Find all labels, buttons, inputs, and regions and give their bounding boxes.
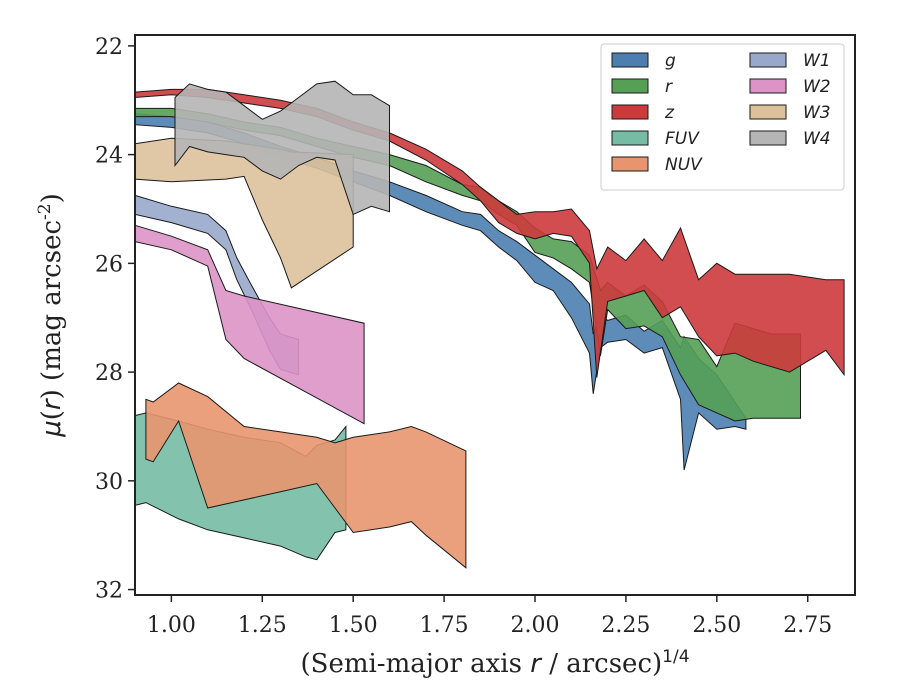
y-tick-label: 22 [95, 35, 123, 60]
x-tick-label: 2.50 [692, 613, 741, 638]
x-tick-label: 1.00 [147, 613, 196, 638]
legend-swatch-fuv [611, 130, 649, 146]
band-w2 [134, 224, 365, 425]
y-tick-label: 24 [95, 144, 123, 169]
band-nuv [145, 382, 467, 569]
legend-swatch-w3 [749, 104, 787, 120]
legend-swatch-r [611, 78, 649, 94]
band-w4 [174, 80, 390, 216]
band-g [134, 113, 747, 471]
legend-label-fuv: FUV [665, 129, 700, 149]
legend-swatch-w2 [749, 78, 787, 94]
x-tick-label: 1.25 [238, 613, 287, 638]
x-tick-label: 2.25 [601, 613, 650, 638]
x-axis-label: (Semi-major axis r / arcsec)1/4 [300, 647, 689, 679]
x-tick-label: 1.50 [329, 613, 378, 638]
plot-frame [134, 34, 856, 596]
y-tick-label: 26 [95, 252, 123, 277]
band-z [134, 88, 845, 378]
x-tick-label: 1.75 [420, 613, 469, 638]
legend-swatch-g [611, 52, 649, 68]
legend-label-w3: W3 [803, 103, 831, 123]
x-tick-label: 2.75 [783, 613, 832, 638]
x-tick-label: 2.00 [511, 613, 560, 638]
legend-swatch-z [611, 104, 649, 120]
y-axis-label: μ(r) (mag arcsec-2) [35, 193, 67, 438]
legend-label-w4: W4 [803, 129, 831, 149]
legend-label-z: z [664, 103, 675, 123]
legend: grz FUV NUV W1 W2 W3 W4 [600, 43, 845, 191]
legend-label-r: r [665, 77, 673, 97]
legend-label-g: g [665, 51, 676, 71]
y-tick-label: 32 [95, 579, 123, 604]
legend-swatch-nuv [611, 156, 649, 172]
legend-swatch-w1 [749, 52, 787, 68]
legend-label-w1: W1 [803, 51, 831, 71]
bands-layer [134, 80, 845, 569]
legend-label-nuv: NUV [665, 155, 703, 175]
y-tick-label: 28 [95, 361, 123, 386]
legend-swatch-w4 [749, 130, 787, 146]
ticks-layer: 1.00 1.25 1.50 1.75 2.00 2.25 2.50 2.75 22 24 26 28… [95, 35, 832, 638]
legend-label-w2: W2 [803, 77, 831, 97]
y-tick-label: 30 [95, 470, 123, 495]
